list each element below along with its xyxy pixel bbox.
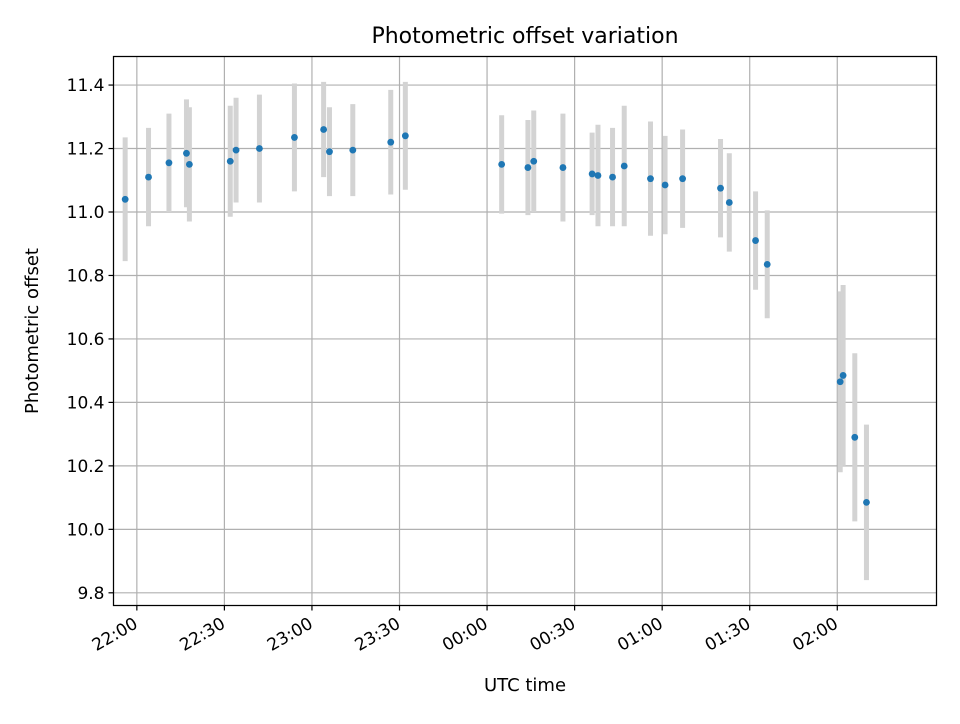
y-tick-label: 10.4: [67, 393, 105, 413]
grid: [113, 56, 937, 606]
data-point: [185, 160, 193, 168]
x-tick-label: 23:30: [352, 614, 404, 656]
data-point: [725, 199, 733, 206]
data-point: [763, 260, 771, 268]
y-axis-label: Photometric offset: [22, 248, 43, 414]
data-point: [165, 159, 173, 167]
data-point: [387, 138, 395, 146]
data-point: [349, 146, 357, 154]
data-point: [836, 378, 844, 386]
data-point: [647, 175, 654, 183]
data-point: [752, 237, 759, 244]
x-tick-label: 00:30: [527, 614, 579, 656]
data-point: [620, 162, 628, 170]
data-point: [291, 134, 298, 141]
y-tick-label: 11.4: [67, 76, 105, 96]
plot-frame: [112, 55, 938, 607]
data-point: [498, 160, 506, 168]
data-point: [609, 173, 616, 181]
x-tick-label: 01:00: [614, 614, 666, 656]
data-point: [232, 146, 240, 154]
y-tick-label: 11.0: [67, 203, 105, 223]
y-tick-label: 11.2: [67, 140, 105, 160]
data-point: [121, 195, 129, 203]
data-point: [717, 184, 724, 192]
data-point: [839, 372, 847, 379]
data-point: [326, 148, 333, 156]
x-tick-label: 22:30: [176, 614, 228, 656]
ticks: 22:00 22:30 23:00 23:30 00:00 00:30 01:00 01:30…: [67, 76, 842, 656]
y-tick-label: 10.6: [67, 330, 105, 350]
data-point: [226, 157, 234, 165]
data-point: [679, 175, 686, 183]
error-bars: [122, 81, 869, 581]
y-tick-label: 10.2: [67, 457, 105, 477]
data-point: [256, 145, 263, 152]
y-tick-label: 10.0: [67, 520, 105, 540]
x-tick-label: 00:00: [439, 614, 491, 656]
data-point: [594, 172, 602, 179]
y-tick-label: 9.8: [77, 584, 104, 604]
y-tick-label: 10.8: [67, 266, 105, 286]
data-markers: [121, 126, 870, 506]
x-tick-label: 01:30: [702, 614, 754, 656]
data-point: [559, 164, 567, 171]
x-axis-label: UTC time: [484, 675, 566, 696]
data-point: [661, 181, 669, 189]
data-point: [851, 433, 859, 441]
data-point: [320, 126, 328, 133]
data-point: [183, 149, 190, 157]
x-tick-label: 22:00: [89, 614, 141, 656]
data-point: [863, 498, 870, 506]
data-point: [524, 164, 532, 171]
x-tick-label: 02:00: [789, 614, 841, 656]
chart-title: Photometric offset variation: [371, 24, 678, 49]
data-point: [588, 170, 596, 178]
data-point: [401, 132, 409, 140]
data-point: [530, 157, 538, 165]
x-tick-label: 23:00: [264, 614, 316, 656]
data-point: [145, 173, 152, 181]
